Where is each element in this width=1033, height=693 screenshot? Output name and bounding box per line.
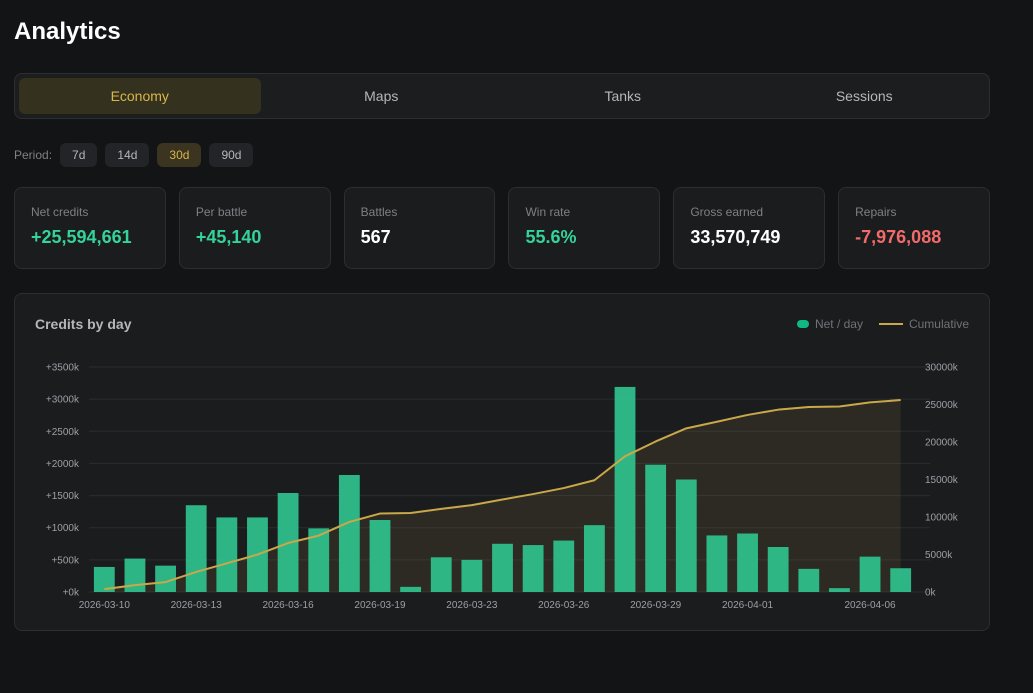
y-left-tick-label: +2000k (46, 459, 80, 470)
net-day-bar (461, 559, 483, 592)
period-selector: Period: 7d 14d 30d 90d (14, 143, 254, 167)
net-day-bar (737, 533, 758, 592)
credits-chart-panel: +0k +500k +1000k +1500k +2000k +2500k +3000k +3… (14, 293, 990, 631)
net-day-bar (614, 386, 636, 592)
y-right-tick-label: 15000k (925, 475, 959, 486)
net-day-bar (645, 464, 667, 592)
stat-card-battles: Battles 567 (343, 187, 496, 269)
y-left-tick-label: +0k (63, 588, 80, 599)
net-day-bar (369, 520, 391, 592)
y-left-tick-label: +3500k (46, 363, 80, 374)
stat-label: Win rate (525, 205, 571, 219)
tab-maps[interactable]: Maps (364, 88, 399, 104)
y-left-tick-label: +3000k (46, 395, 80, 406)
stat-label: Repairs (855, 205, 897, 219)
net-day-bar (829, 588, 850, 592)
period-label: Period: (14, 148, 53, 162)
x-tick-label: 2026-03-13 (171, 600, 223, 611)
stat-label: Battles (360, 205, 398, 219)
credits-chart: +0k +500k +1000k +1500k +2000k +2500k +3000k +3… (46, 363, 959, 612)
net-day-bar (890, 568, 912, 592)
period-30d-button[interactable]: 30d (157, 143, 202, 167)
stat-card-gross-earned: Gross earned 33,570,749 (673, 187, 826, 269)
net-day-bar (522, 545, 544, 592)
y-right-tick-label: 20000k (925, 438, 959, 449)
net-day-bar (400, 586, 422, 592)
x-tick-label: 2026-03-19 (354, 600, 406, 611)
y-right-tick-label: 5000k (925, 550, 953, 561)
period-7d-button[interactable]: 7d (60, 143, 98, 167)
x-tick-label: 2026-03-16 (263, 600, 315, 611)
tab-bar: Economy Maps Tanks Sessions (14, 73, 990, 119)
stat-value: +45,140 (195, 227, 262, 247)
stat-cards: Net credits +25,594,661 Per battle +45,1… (14, 187, 990, 269)
net-day-bar (798, 568, 820, 592)
cumulative-area (104, 400, 901, 592)
cumulative-line (104, 399, 901, 591)
legend-item-net: Net / day (796, 317, 863, 331)
net-day-bar (583, 525, 605, 592)
y-left-tick-label: +2500k (46, 427, 80, 438)
stat-label: Per battle (195, 205, 248, 219)
net-day-bar (706, 535, 728, 592)
y-left-tick-label: +500k (51, 555, 80, 566)
y-right-tick-label: 30000k (925, 363, 959, 374)
stat-label: Gross earned (690, 205, 764, 219)
x-tick-label: 2026-04-01 (722, 600, 774, 611)
net-day-bar (124, 558, 146, 592)
net-day-bar (859, 556, 881, 592)
y-right-tick-label: 25000k (925, 400, 959, 411)
net-day-bar (93, 566, 115, 592)
period-90d-button[interactable]: 90d (209, 143, 254, 167)
y-left-tick-label: +1000k (46, 523, 80, 534)
net-day-bar (216, 517, 238, 592)
net-day-bar (308, 528, 330, 592)
legend-item-cumulative: Cumulative (878, 317, 969, 331)
legend-bar-swatch (796, 320, 809, 328)
tab-tanks[interactable]: Tanks (604, 88, 642, 104)
legend-label-cumulative: Cumulative (908, 317, 969, 331)
net-day-bar (338, 475, 360, 592)
stat-card-win-rate: Win rate 55.6% (508, 187, 661, 269)
legend-line-swatch (878, 323, 903, 325)
tab-sessions[interactable]: Sessions (835, 88, 893, 104)
net-day-bar (767, 547, 789, 592)
tab-economy[interactable]: Economy (19, 78, 261, 114)
page-title: Analytics (14, 18, 121, 45)
x-tick-label: 2026-03-10 (79, 600, 131, 611)
stat-card-repairs: Repairs -7,976,088 (838, 187, 990, 269)
net-day-bar (185, 505, 207, 592)
chart-title: Credits by day (35, 316, 132, 332)
x-tick-label: 2026-03-26 (538, 600, 590, 611)
net-day-bar (553, 540, 575, 592)
legend-label-net: Net / day (814, 317, 863, 331)
x-tick-label: 2026-03-23 (446, 600, 498, 611)
x-tick-label: 2026-03-29 (630, 600, 682, 611)
net-day-bar (492, 543, 513, 592)
y-left-tick-label: +1500k (46, 491, 80, 502)
x-tick-label: 2026-04-06 (844, 600, 896, 611)
stat-value: +25,594,661 (31, 227, 132, 247)
stat-card-net-credits: Net credits +25,594,661 (14, 187, 166, 269)
chart-legend: Net / day Cumulative (796, 317, 969, 331)
period-14d-button[interactable]: 14d (105, 143, 150, 167)
stat-label: Net credits (31, 205, 89, 219)
y-right-tick-label: 10000k (925, 513, 959, 524)
stat-value: 33,570,749 (690, 227, 781, 247)
stat-value: 55.6% (525, 227, 577, 247)
net-day-bar (675, 479, 697, 592)
stat-value: 567 (360, 227, 391, 247)
stat-card-per-battle: Per battle +45,140 (178, 187, 331, 269)
stat-value: -7,976,088 (855, 227, 942, 247)
net-day-bar (155, 565, 176, 592)
net-day-bar (430, 557, 452, 592)
y-right-tick-label: 0k (925, 588, 937, 599)
